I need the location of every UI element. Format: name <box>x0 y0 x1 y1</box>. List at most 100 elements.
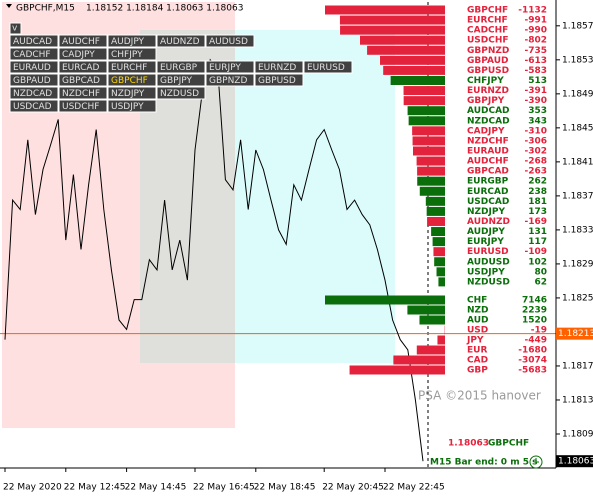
y-tick-label: 1.18175 <box>562 361 593 371</box>
pair-button[interactable] <box>58 86 108 100</box>
pair-button-label[interactable]: GBPAUD <box>13 76 51 86</box>
pair-button-label[interactable]: GBPJPY <box>160 76 192 86</box>
pair-button-label[interactable]: USDCHF <box>62 102 99 112</box>
x-tick-label: 22 May 20:45 <box>322 483 384 493</box>
pair-button-label[interactable]: AUDCAD <box>13 37 52 47</box>
pair-button[interactable] <box>9 34 59 48</box>
pair-name: EURUSD <box>467 247 509 257</box>
pair-button-label[interactable]: NZDJPY <box>111 89 145 99</box>
pair-button[interactable] <box>9 73 59 87</box>
pair-button[interactable] <box>205 60 255 74</box>
header-icon <box>6 4 12 8</box>
pair-bar <box>412 146 445 156</box>
y-tick-label: 1.18575 <box>562 21 593 31</box>
pair-button[interactable] <box>254 73 304 87</box>
pair-bar <box>325 5 445 15</box>
pair-button-label[interactable]: GBPCAD <box>62 76 100 86</box>
pair-bar <box>434 257 445 267</box>
pair-button-label[interactable]: EURAUD <box>13 63 51 73</box>
currency-name: CAD <box>467 356 488 366</box>
pair-bar <box>427 216 445 226</box>
pair-button-label[interactable]: CADJPY <box>62 50 95 60</box>
pair-button-label[interactable]: GBPCHF <box>111 76 148 86</box>
pair-button-label[interactable]: NZDCHF <box>62 89 100 99</box>
pair-value: -306 <box>524 136 547 146</box>
currency-bar <box>325 295 445 305</box>
pair-value: 262 <box>528 177 547 187</box>
pair-button[interactable] <box>205 73 255 87</box>
pair-value: -169 <box>524 217 547 227</box>
pair-button[interactable] <box>205 34 255 48</box>
pair-value: 181 <box>528 197 547 207</box>
marker-price-box <box>556 327 593 340</box>
pair-button[interactable] <box>107 86 157 100</box>
pair-name: GBPUSD <box>467 66 509 76</box>
pair-button[interactable] <box>58 47 108 61</box>
pair-button-label[interactable]: CHFJPY <box>111 50 143 60</box>
pair-button[interactable] <box>9 47 59 61</box>
pair-button[interactable] <box>9 99 59 113</box>
pair-button[interactable] <box>9 86 59 100</box>
y-tick-label: 1.18095 <box>562 429 593 439</box>
pair-bar <box>380 55 445 65</box>
toggle-button[interactable] <box>9 22 22 35</box>
currency-bar <box>419 315 445 325</box>
pair-button-label[interactable]: GBPNZD <box>209 76 247 86</box>
pair-button[interactable] <box>107 60 157 74</box>
pair-button-label[interactable]: CADCHF <box>13 50 51 60</box>
x-tick-label: 22 May 14:45 <box>125 483 187 493</box>
pair-button[interactable] <box>58 73 108 87</box>
pair-name: NZDCHF <box>467 136 509 146</box>
pair-value: -268 <box>524 157 547 167</box>
pair-button[interactable] <box>156 73 206 87</box>
pair-button-label[interactable]: EURUSD <box>307 63 345 73</box>
pair-button-label[interactable]: NZDUSD <box>160 89 199 99</box>
currency-name: AUD <box>467 316 488 326</box>
pair-button[interactable] <box>107 47 157 61</box>
pair-button[interactable] <box>58 99 108 113</box>
pair-button[interactable] <box>107 34 157 48</box>
pair-button-label[interactable]: EURCHF <box>111 63 147 73</box>
pair-button-label[interactable]: EURJPY <box>209 63 241 73</box>
pair-name: AUDCAD <box>467 106 510 116</box>
pair-button[interactable] <box>254 60 304 74</box>
pair-button-label[interactable]: EURGBP <box>160 63 198 73</box>
currency-value: -19 <box>531 326 547 336</box>
pair-button-label[interactable]: AUDJPY <box>111 37 145 47</box>
pair-button-label[interactable]: AUDNZD <box>160 37 200 47</box>
y-tick-label: 1.18375 <box>562 191 593 201</box>
pair-name: NZDCAD <box>467 116 510 126</box>
pair-name: CHFJPY <box>467 76 504 86</box>
x-tick-label: 22 May 12:45 <box>64 483 126 493</box>
pair-button[interactable] <box>156 86 206 100</box>
pair-button[interactable] <box>156 34 206 48</box>
toggle-label[interactable]: v <box>12 24 18 34</box>
pair-button-label[interactable]: USDCAD <box>13 102 52 112</box>
pair-bar <box>432 237 445 247</box>
pair-button[interactable] <box>156 60 206 74</box>
header-ohlc: 1.18152 1.18184 1.18063 1.18063 <box>86 4 243 14</box>
pair-button-label[interactable]: AUDCHF <box>62 37 100 47</box>
pair-button-label[interactable]: NZDCAD <box>13 89 52 99</box>
pair-button[interactable] <box>58 60 108 74</box>
pair-bar <box>403 96 445 106</box>
pair-value: 102 <box>528 257 547 267</box>
pair-name: CADCHF <box>467 26 508 36</box>
x-tick-label: 22 May 18:45 <box>254 483 316 493</box>
pair-button[interactable] <box>107 99 157 113</box>
pair-button-label[interactable]: EURCAD <box>62 63 100 73</box>
pair-button-label[interactable]: AUDUSD <box>209 37 248 47</box>
pair-button[interactable] <box>9 60 59 74</box>
pair-button-label[interactable]: GBPUSD <box>258 76 296 86</box>
pair-button-label[interactable]: EURNZD <box>258 63 296 73</box>
pair-value: -391 <box>524 86 547 96</box>
currency-name: JPY <box>466 336 484 346</box>
pair-name: AUDNZD <box>467 217 510 227</box>
x-tick-label: 22 May 16:45 <box>193 483 255 493</box>
pair-button[interactable] <box>303 60 353 74</box>
pair-button[interactable] <box>58 34 108 48</box>
pair-name: EURJPY <box>467 237 504 247</box>
pair-button-label[interactable]: USDJPY <box>111 102 144 112</box>
pair-button[interactable] <box>107 73 157 87</box>
